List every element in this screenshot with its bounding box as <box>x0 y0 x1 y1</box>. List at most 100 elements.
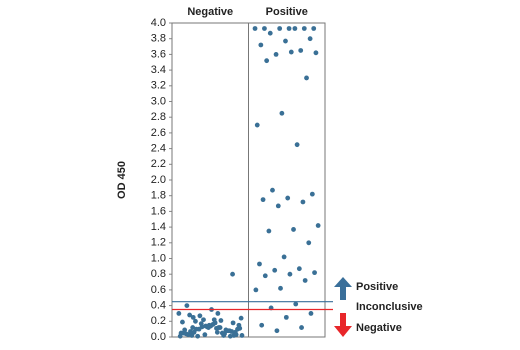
point <box>286 26 292 31</box>
point <box>193 318 198 324</box>
point <box>311 26 317 31</box>
y-tick-label: 0.4 <box>151 300 166 312</box>
point <box>270 187 275 193</box>
point <box>197 313 203 319</box>
zone-label: Positive <box>356 281 398 293</box>
point <box>239 333 245 338</box>
point <box>288 49 294 55</box>
y-tick-label: 2.2 <box>151 158 166 170</box>
point <box>188 329 193 334</box>
point <box>212 320 218 326</box>
y-tick-label: 0.8 <box>151 268 166 280</box>
point <box>252 26 258 31</box>
point <box>224 328 230 334</box>
y-tick-label: 2.4 <box>151 143 166 155</box>
point <box>199 324 205 330</box>
point <box>216 325 222 330</box>
point <box>190 314 196 320</box>
point <box>193 326 199 332</box>
point <box>293 301 299 307</box>
y-tick-label: 2.0 <box>151 174 166 186</box>
point <box>230 320 236 326</box>
point <box>287 271 293 277</box>
panel-title: Positive <box>266 6 308 18</box>
y-tick-label: 1.0 <box>151 252 166 264</box>
y-tick-label: 0.0 <box>151 331 166 343</box>
point <box>291 227 296 232</box>
point <box>296 266 302 272</box>
point <box>306 240 312 246</box>
point <box>274 328 280 334</box>
point <box>313 50 319 56</box>
point <box>304 75 309 81</box>
y-tick-label: 2.8 <box>151 111 166 123</box>
point <box>190 325 196 330</box>
y-tick-label: 3.2 <box>151 80 166 92</box>
point <box>315 223 321 228</box>
down-arrow <box>334 313 352 337</box>
up-arrow <box>334 277 352 300</box>
y-tick-label: 0.6 <box>151 284 166 296</box>
panel-title: Negative <box>187 6 233 18</box>
y-tick-label: 4.0 <box>151 17 166 29</box>
point <box>292 26 298 31</box>
point <box>299 325 304 330</box>
point <box>206 322 212 328</box>
point <box>298 48 304 53</box>
point <box>187 312 193 318</box>
point <box>230 271 235 277</box>
point <box>285 195 291 201</box>
point <box>281 254 287 260</box>
point <box>237 325 243 331</box>
y-tick-label: 3.0 <box>151 95 166 107</box>
y-tick-label: 1.8 <box>151 190 166 202</box>
y-tick-label: 2.6 <box>151 127 166 139</box>
point <box>201 317 206 323</box>
panel <box>248 22 326 338</box>
y-axis-label: OD 450 <box>116 161 128 199</box>
zone-label: Negative <box>356 322 402 334</box>
zone-label: Inconclusive <box>356 301 423 313</box>
point <box>203 323 209 329</box>
point <box>178 330 184 336</box>
point <box>227 333 233 339</box>
point <box>218 318 224 323</box>
point <box>180 319 185 325</box>
point <box>259 322 265 328</box>
panel <box>171 22 249 338</box>
point <box>184 303 190 308</box>
point <box>264 58 270 64</box>
point <box>238 315 244 321</box>
point <box>273 52 279 57</box>
y-tick-label: 1.4 <box>151 221 166 233</box>
point <box>272 267 278 273</box>
point <box>233 332 239 338</box>
point <box>229 329 235 334</box>
point <box>300 199 306 205</box>
point <box>254 122 260 128</box>
point <box>182 327 188 333</box>
point <box>215 311 221 316</box>
point <box>312 270 317 276</box>
point <box>308 311 314 316</box>
point <box>253 287 259 293</box>
point <box>279 110 285 116</box>
point <box>176 311 182 316</box>
point <box>275 203 281 209</box>
y-tick-label: 3.8 <box>151 33 166 45</box>
point <box>309 191 315 197</box>
point <box>307 36 313 42</box>
y-tick-label: 3.4 <box>151 64 166 76</box>
y-tick-label: 1.2 <box>151 237 166 249</box>
point <box>262 26 267 31</box>
point <box>294 142 300 148</box>
point <box>278 285 283 291</box>
point <box>195 333 201 339</box>
point <box>266 228 272 234</box>
y-tick-label: 3.6 <box>151 48 166 60</box>
y-tick-label: 0.2 <box>151 315 166 327</box>
point <box>257 261 262 267</box>
point <box>277 26 283 31</box>
point <box>214 329 220 335</box>
